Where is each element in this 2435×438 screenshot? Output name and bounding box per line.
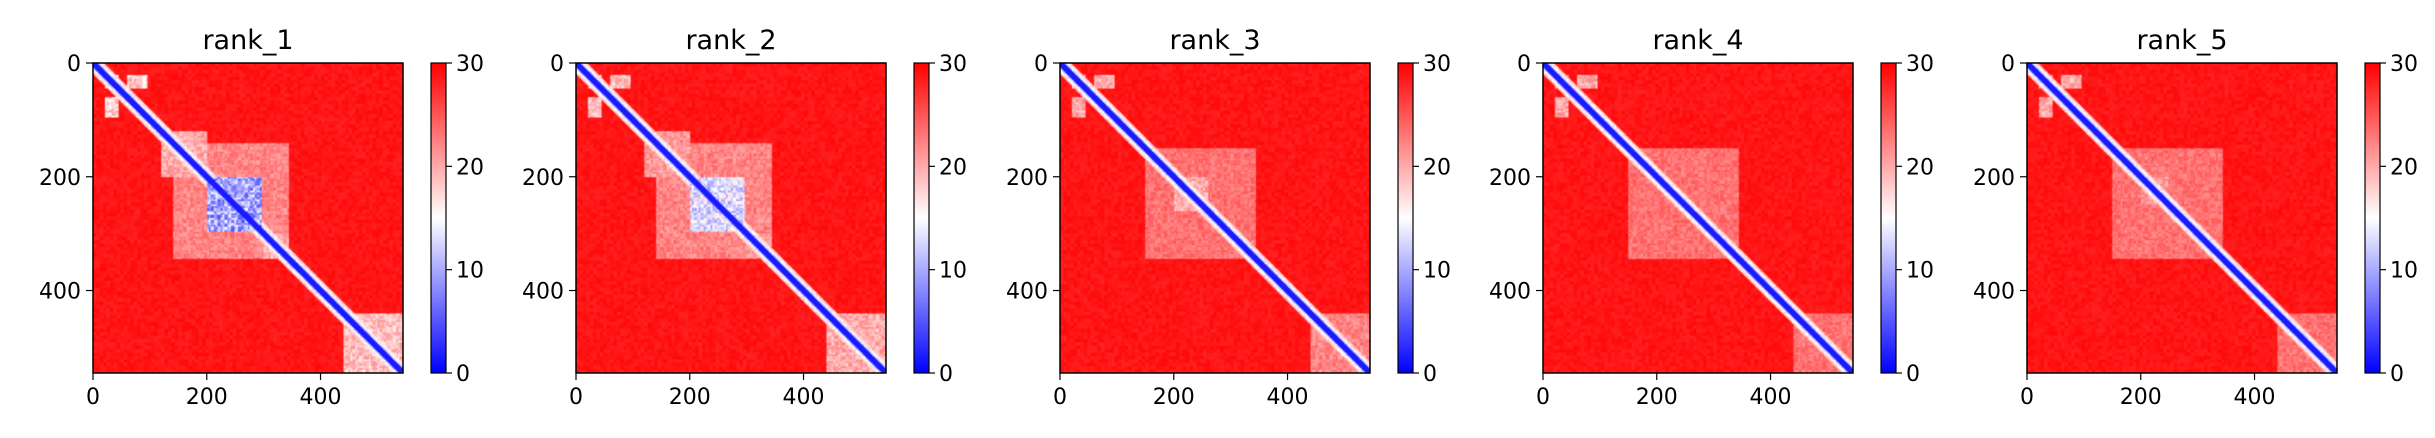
x-tick-label: 400 [1267, 385, 1309, 410]
colorbar-tick-label: 20 [939, 155, 967, 180]
x-tick-label: 400 [783, 385, 825, 410]
y-tick-label: 200 [39, 166, 81, 191]
colorbar [1880, 62, 1897, 374]
colorbar-tick-label: 0 [1423, 362, 1437, 387]
heatmap-panel-4: rank_4 0 200 400 0 200 400 0 10 20 30 [1489, 25, 1934, 410]
y-tick-label: 400 [1973, 280, 2015, 305]
heatmap-panel-2: rank_2 0 200 400 0 200 400 0 10 20 30 [522, 25, 967, 410]
colorbar-tick-label: 30 [1906, 52, 1934, 77]
heatmap-panel-1: rank_1 0 200 400 0 200 400 0 10 20 30 [39, 25, 484, 410]
axes-frame [1059, 62, 1371, 374]
x-tick-label: 200 [2120, 385, 2162, 410]
colorbar-tick-label: 10 [456, 259, 484, 284]
contact-map-image [93, 63, 403, 373]
colorbar-tick-label: 20 [456, 155, 484, 180]
colorbar-tick-label: 0 [2390, 362, 2404, 387]
panel-title: rank_1 [202, 25, 293, 56]
y-tick-label: 200 [1006, 166, 1048, 191]
x-tick-label: 0 [1536, 385, 1550, 410]
y-tick-label: 200 [1489, 166, 1531, 191]
colorbar-tick-label: 20 [2390, 155, 2418, 180]
x-tick-label: 0 [86, 385, 100, 410]
y-tick-label: 0 [1034, 52, 1048, 77]
colorbar-tick-label: 30 [939, 52, 967, 77]
x-tick-label: 200 [1153, 385, 1195, 410]
heatmap-panel-3: rank_3 0 200 400 0 200 400 0 10 20 30 [1006, 25, 1451, 410]
axes-frame [575, 62, 887, 374]
colorbar-tick-label: 0 [456, 362, 470, 387]
colorbar-tick-label: 10 [939, 259, 967, 284]
colorbar [913, 62, 930, 374]
y-tick-label: 0 [550, 52, 564, 77]
panel-title: rank_2 [685, 25, 776, 56]
contact-map-image [576, 63, 886, 373]
y-tick-label: 400 [522, 280, 564, 305]
y-tick-label: 200 [1973, 166, 2015, 191]
axes-frame [2026, 62, 2338, 374]
y-tick-label: 0 [2001, 52, 2015, 77]
y-tick-label: 400 [39, 280, 81, 305]
x-tick-label: 0 [2020, 385, 2034, 410]
colorbar [1397, 62, 1414, 374]
y-tick-label: 0 [1517, 52, 1531, 77]
colorbar-tick-label: 30 [456, 52, 484, 77]
contact-map-image [2027, 63, 2337, 373]
axes-frame [92, 62, 404, 374]
x-tick-label: 400 [1750, 385, 1792, 410]
y-tick-label: 400 [1489, 280, 1531, 305]
colorbar-tick-label: 20 [1906, 155, 1934, 180]
colorbar [2364, 62, 2381, 374]
contact-map-image [1060, 63, 1370, 373]
panel-title: rank_3 [1169, 25, 1260, 56]
y-tick-label: 400 [1006, 280, 1048, 305]
colorbar-tick-label: 30 [2390, 52, 2418, 77]
x-tick-label: 400 [2234, 385, 2276, 410]
panel-title: rank_4 [1652, 25, 1743, 56]
colorbar-tick-label: 0 [1906, 362, 1920, 387]
x-tick-label: 200 [669, 385, 711, 410]
x-tick-label: 200 [186, 385, 228, 410]
colorbar-tick-label: 10 [1906, 259, 1934, 284]
x-tick-label: 400 [300, 385, 342, 410]
x-tick-label: 0 [569, 385, 583, 410]
y-tick-label: 200 [522, 166, 564, 191]
colorbar-tick-label: 20 [1423, 155, 1451, 180]
colorbar-tick-label: 10 [2390, 259, 2418, 284]
axes-frame [1542, 62, 1854, 374]
x-tick-label: 200 [1636, 385, 1678, 410]
y-tick-label: 0 [67, 52, 81, 77]
colorbar-tick-label: 0 [939, 362, 953, 387]
panel-title: rank_5 [2136, 25, 2227, 56]
colorbar-tick-label: 10 [1423, 259, 1451, 284]
colorbar-tick-label: 30 [1423, 52, 1451, 77]
x-tick-label: 0 [1053, 385, 1067, 410]
colorbar [430, 62, 447, 374]
contact-map-image [1543, 63, 1853, 373]
heatmap-panel-5: rank_5 0 200 400 0 200 400 0 10 20 30 [1973, 25, 2418, 410]
